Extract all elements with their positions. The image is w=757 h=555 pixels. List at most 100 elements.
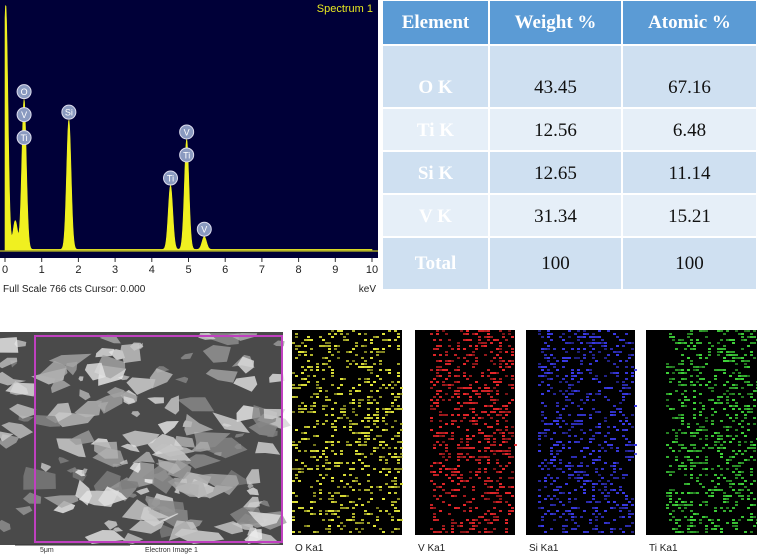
map-pixel [720,528,723,530]
map-pixel [445,450,448,452]
map-pixel [705,336,708,338]
map-pixel [451,531,454,533]
map-pixel [699,462,702,464]
map-pixel [559,486,562,488]
map-pixel [457,525,460,527]
map-pixel [340,453,343,455]
map-pixel [705,528,708,530]
map-pixel [400,429,403,431]
map-pixel [511,399,514,401]
map-pixel [499,414,502,416]
map-pixel [433,339,436,341]
map-pixel [690,525,693,527]
map-pixel [717,396,720,398]
map-pixel [705,417,708,419]
map-pixel [463,387,466,389]
map-pixel [484,435,487,437]
map-pixel [565,357,568,359]
map-pixel [433,471,436,473]
map-pixel [376,447,379,449]
map-pixel [687,369,690,371]
map-pixel [726,399,729,401]
map-pixel [747,411,750,413]
map-pixel [295,501,298,503]
map-pixel [577,336,580,338]
map-pixel [334,345,337,347]
map-pixel [547,360,550,362]
map-pixel [430,333,433,335]
map-pixel [672,339,675,341]
map-pixel [436,369,439,371]
map-pixel [747,429,750,431]
map-pixel [568,414,571,416]
map-pixel [732,360,735,362]
map-pixel [379,486,382,488]
map-pixel [433,348,436,350]
map-pixel [616,336,619,338]
map-pixel [622,339,625,341]
map-pixel [732,342,735,344]
map-pixel [607,495,610,497]
map-pixel [331,336,334,338]
map-pixel [750,351,753,353]
map-pixel [445,468,448,470]
map-pixel [750,333,753,335]
map-pixel [475,381,478,383]
map-pixel [619,420,622,422]
map-pixel [346,351,349,353]
map-pixel [592,357,595,359]
map-pixel [358,438,361,440]
map-pixel [337,330,340,332]
map-pixel [613,489,616,491]
map-pixel [493,357,496,359]
map-pixel [481,390,484,392]
map-pixel [334,393,337,395]
map-pixel [681,465,684,467]
map-pixel [499,357,502,359]
map-pixel [346,483,349,485]
map-pixel [556,375,559,377]
map-pixel [316,435,319,437]
map-pixel [364,489,367,491]
map-pixel [538,333,541,335]
map-pixel [574,375,577,377]
map-pixel [394,483,397,485]
map-pixel [607,444,610,446]
map-pixel [729,459,732,461]
map-pixel [619,510,622,512]
map-pixel [610,474,613,476]
map-pixel [690,330,693,332]
map-pixel [720,468,723,470]
map-pixel [433,489,436,491]
map-pixel [499,378,502,380]
map-pixel [310,369,313,371]
map-pixel [433,378,436,380]
map-pixel [613,471,616,473]
map-pixel [550,363,553,365]
map-pixel [331,495,334,497]
map-pixel [726,351,729,353]
map-pixel [622,345,625,347]
map-pixel [388,453,391,455]
map-pixel [747,459,750,461]
map-pixel [750,342,753,344]
map-pixel [391,516,394,518]
map-pixel [400,456,403,458]
map-pixel [400,408,403,410]
map-pixel [322,450,325,452]
map-pixel [589,393,592,395]
map-pixel [451,522,454,524]
map-pixel [574,516,577,518]
map-pixel [391,480,394,482]
map-pixel [705,459,708,461]
map-pixel [400,441,403,443]
map-pixel [445,393,448,395]
map-pixel [735,378,738,380]
map-pixel [511,471,514,473]
map-pixel [499,495,502,497]
map-pixel [328,351,331,353]
map-pixel [732,354,735,356]
map-pixel [610,438,613,440]
map-pixel [472,525,475,527]
map-pixel [577,423,580,425]
